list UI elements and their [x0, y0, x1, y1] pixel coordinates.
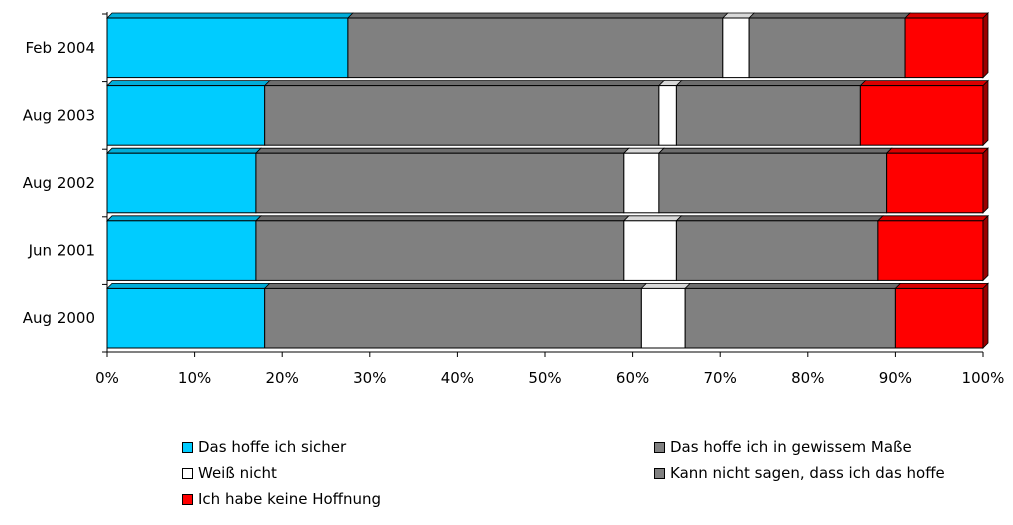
bar-segment [640, 287, 686, 349]
bar-top-face [904, 12, 989, 19]
x-tick-label: 30% [353, 369, 386, 387]
x-tick-label: 90% [879, 369, 912, 387]
bar-segment [255, 220, 625, 281]
bar-segment [675, 220, 879, 281]
bar-top-face [748, 12, 912, 19]
bar-side-face [982, 79, 989, 147]
x-tick-label: 10% [178, 369, 211, 387]
bar-segment [255, 152, 625, 214]
bar-segment [658, 85, 677, 146]
bar-top-face [684, 282, 902, 289]
y-category-label: Feb 2004 [26, 39, 96, 57]
x-tick-label: 40% [441, 369, 474, 387]
x-tick-label: 70% [704, 369, 737, 387]
bar-segment [675, 85, 861, 146]
bar-top-face [106, 12, 354, 19]
y-category-label: Aug 2000 [23, 309, 95, 327]
bar-side-face [982, 282, 989, 349]
bar-segment [623, 152, 660, 214]
y-category-label: Aug 2002 [23, 174, 95, 192]
bar-segment [106, 220, 257, 281]
bar-top-face [254, 215, 630, 222]
bar-top-face [859, 80, 989, 86]
bar-segment [658, 152, 888, 214]
bar-segment [106, 287, 266, 349]
bar-top-face [622, 215, 683, 222]
bar-top-face [640, 282, 692, 289]
bar-top-face [106, 80, 271, 86]
bar-top-face [657, 147, 893, 154]
bar-segment [264, 85, 660, 146]
x-tick-label: 100% [962, 369, 1005, 387]
bar-top-face [675, 80, 867, 86]
x-tick-label: 60% [616, 369, 649, 387]
bar-top-face [263, 282, 648, 289]
bar-top-face [894, 282, 989, 289]
bar-segment [106, 152, 257, 214]
bar-top-face [106, 147, 262, 154]
bar-top-face [876, 215, 989, 222]
bar-segment [106, 85, 266, 146]
bar-segment [722, 17, 750, 79]
y-category-label: Jun 2001 [28, 242, 95, 260]
x-tick-label: 20% [266, 369, 299, 387]
bar-segment [904, 17, 984, 79]
bar-segment [859, 85, 984, 146]
bar-segment [886, 152, 984, 214]
bar-side-face [982, 12, 989, 79]
bar-top-face [675, 215, 884, 222]
bar-segment [623, 220, 677, 281]
x-tick-label: 80% [791, 369, 824, 387]
bar-side-face [982, 214, 989, 282]
bar-segment [264, 287, 642, 349]
bar-top-face [254, 147, 630, 154]
bar-segment [106, 17, 349, 79]
bar-top-face [346, 12, 729, 19]
bar-segment [684, 287, 896, 349]
bar-top-face [106, 282, 271, 289]
bar-top-face [885, 147, 989, 154]
bar-segment [894, 287, 984, 349]
bar-top-face [106, 215, 262, 222]
bar-segment [347, 17, 724, 79]
bar-segment [877, 220, 984, 281]
x-tick-label: 50% [528, 369, 561, 387]
x-tick-label: 0% [95, 369, 119, 387]
bar-segment [748, 17, 906, 79]
y-category-label: Aug 2003 [23, 106, 95, 124]
bar-top-face [263, 80, 665, 86]
bar-side-face [982, 147, 989, 214]
bar-top-face [622, 147, 665, 154]
